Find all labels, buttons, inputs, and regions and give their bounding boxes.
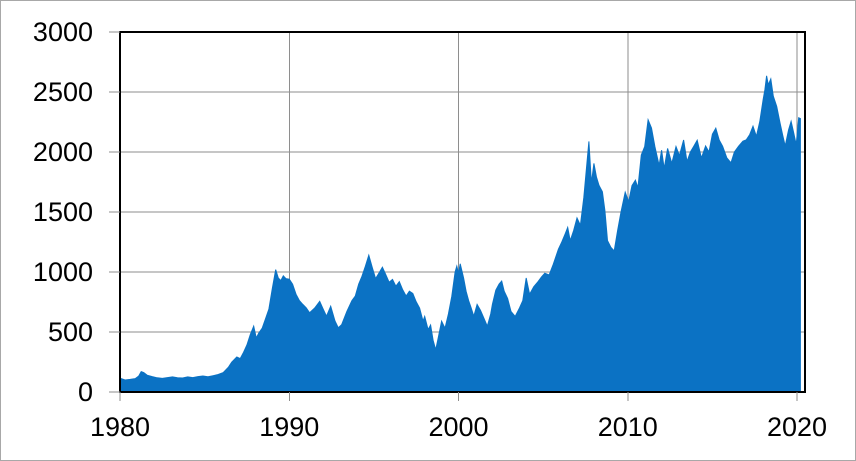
y-tick-label: 0	[78, 377, 93, 407]
x-tick-label: 2000	[428, 412, 488, 442]
y-tick-label: 1000	[33, 257, 93, 287]
y-tick-label: 2000	[33, 137, 93, 167]
x-tick-label: 2020	[767, 412, 827, 442]
y-tick-label: 500	[48, 317, 93, 347]
y-tick-label: 3000	[33, 17, 93, 47]
data-area	[119, 75, 801, 393]
x-tick-label: 2010	[598, 412, 658, 442]
y-tick-label: 1500	[33, 197, 93, 227]
x-tick-label: 1980	[90, 412, 150, 442]
x-tick-label: 1990	[259, 412, 319, 442]
y-tick-label: 2500	[33, 77, 93, 107]
